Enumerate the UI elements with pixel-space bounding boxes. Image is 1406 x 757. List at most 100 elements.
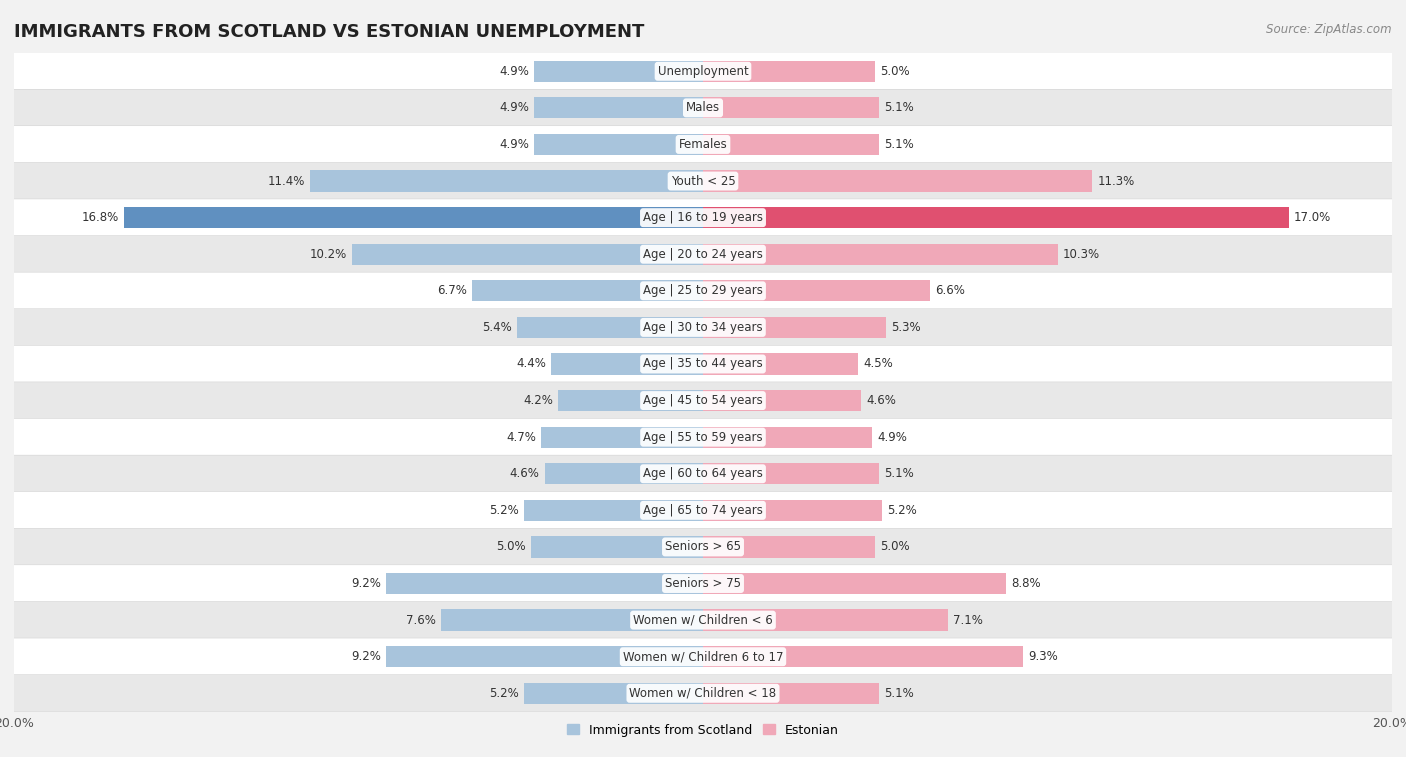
Text: 9.2%: 9.2% <box>352 650 381 663</box>
FancyBboxPatch shape <box>14 309 1392 346</box>
Bar <box>703 609 948 631</box>
Bar <box>387 573 703 594</box>
Bar <box>703 426 872 448</box>
Text: Youth < 25: Youth < 25 <box>671 175 735 188</box>
Text: 5.0%: 5.0% <box>880 65 910 78</box>
Bar <box>517 316 703 338</box>
Bar <box>703 61 875 82</box>
Text: 5.1%: 5.1% <box>884 467 914 480</box>
Bar <box>703 500 882 521</box>
FancyBboxPatch shape <box>14 528 1392 565</box>
FancyBboxPatch shape <box>14 565 1392 602</box>
Text: Women w/ Children < 6: Women w/ Children < 6 <box>633 614 773 627</box>
Text: Seniors > 65: Seniors > 65 <box>665 540 741 553</box>
Text: 4.9%: 4.9% <box>877 431 907 444</box>
Text: 9.3%: 9.3% <box>1029 650 1059 663</box>
Text: 4.7%: 4.7% <box>506 431 536 444</box>
Text: Age | 45 to 54 years: Age | 45 to 54 years <box>643 394 763 407</box>
Text: 6.6%: 6.6% <box>935 285 966 298</box>
Text: 17.0%: 17.0% <box>1294 211 1331 224</box>
FancyBboxPatch shape <box>14 602 1392 639</box>
FancyBboxPatch shape <box>14 235 1392 273</box>
Bar <box>524 683 703 704</box>
Text: Age | 65 to 74 years: Age | 65 to 74 years <box>643 504 763 517</box>
Text: 4.9%: 4.9% <box>499 101 529 114</box>
Bar <box>311 170 703 192</box>
Text: Age | 16 to 19 years: Age | 16 to 19 years <box>643 211 763 224</box>
Legend: Immigrants from Scotland, Estonian: Immigrants from Scotland, Estonian <box>562 718 844 742</box>
Bar <box>534 134 703 155</box>
FancyBboxPatch shape <box>14 382 1392 419</box>
FancyBboxPatch shape <box>14 674 1392 712</box>
Bar <box>703 97 879 119</box>
FancyBboxPatch shape <box>14 199 1392 236</box>
Text: Age | 60 to 64 years: Age | 60 to 64 years <box>643 467 763 480</box>
Text: Women w/ Children 6 to 17: Women w/ Children 6 to 17 <box>623 650 783 663</box>
Text: 9.2%: 9.2% <box>352 577 381 590</box>
Text: Males: Males <box>686 101 720 114</box>
Bar <box>352 244 703 265</box>
FancyBboxPatch shape <box>14 163 1392 200</box>
Text: Age | 20 to 24 years: Age | 20 to 24 years <box>643 248 763 260</box>
Bar <box>703 536 875 558</box>
Bar <box>534 61 703 82</box>
Bar <box>387 646 703 668</box>
Bar <box>703 134 879 155</box>
Text: 5.2%: 5.2% <box>489 504 519 517</box>
Text: 4.6%: 4.6% <box>866 394 897 407</box>
Text: 5.3%: 5.3% <box>891 321 921 334</box>
FancyBboxPatch shape <box>14 455 1392 492</box>
Text: 4.4%: 4.4% <box>516 357 547 370</box>
Text: 7.1%: 7.1% <box>953 614 983 627</box>
FancyBboxPatch shape <box>14 273 1392 310</box>
Text: 5.1%: 5.1% <box>884 101 914 114</box>
Bar <box>703 646 1024 668</box>
Text: 16.8%: 16.8% <box>82 211 120 224</box>
Bar <box>703 170 1092 192</box>
Text: 8.8%: 8.8% <box>1011 577 1040 590</box>
Text: Age | 35 to 44 years: Age | 35 to 44 years <box>643 357 763 370</box>
Text: 4.9%: 4.9% <box>499 138 529 151</box>
Text: 10.2%: 10.2% <box>309 248 346 260</box>
Text: IMMIGRANTS FROM SCOTLAND VS ESTONIAN UNEMPLOYMENT: IMMIGRANTS FROM SCOTLAND VS ESTONIAN UNE… <box>14 23 644 41</box>
Text: 5.1%: 5.1% <box>884 138 914 151</box>
Text: 6.7%: 6.7% <box>437 285 467 298</box>
Bar <box>703 244 1057 265</box>
Text: 11.3%: 11.3% <box>1098 175 1135 188</box>
Bar <box>441 609 703 631</box>
Bar <box>703 683 879 704</box>
Text: 11.4%: 11.4% <box>267 175 305 188</box>
Bar <box>703 280 931 301</box>
FancyBboxPatch shape <box>14 492 1392 529</box>
Bar <box>551 354 703 375</box>
Text: Source: ZipAtlas.com: Source: ZipAtlas.com <box>1267 23 1392 36</box>
Bar <box>472 280 703 301</box>
Text: 7.6%: 7.6% <box>406 614 436 627</box>
Text: 4.2%: 4.2% <box>523 394 553 407</box>
Text: 5.0%: 5.0% <box>496 540 526 553</box>
Bar <box>541 426 703 448</box>
Text: Age | 30 to 34 years: Age | 30 to 34 years <box>643 321 763 334</box>
Bar <box>703 463 879 484</box>
Bar <box>531 536 703 558</box>
Bar <box>558 390 703 411</box>
Bar <box>124 207 703 229</box>
Text: 5.4%: 5.4% <box>482 321 512 334</box>
Bar <box>544 463 703 484</box>
Text: 4.6%: 4.6% <box>509 467 540 480</box>
Bar <box>703 316 886 338</box>
Text: Females: Females <box>679 138 727 151</box>
Text: Seniors > 75: Seniors > 75 <box>665 577 741 590</box>
Text: Age | 25 to 29 years: Age | 25 to 29 years <box>643 285 763 298</box>
FancyBboxPatch shape <box>14 419 1392 456</box>
Bar <box>534 97 703 119</box>
Text: 4.5%: 4.5% <box>863 357 893 370</box>
Bar <box>703 207 1289 229</box>
Bar <box>703 354 858 375</box>
Bar <box>703 390 862 411</box>
Text: 5.0%: 5.0% <box>880 540 910 553</box>
FancyBboxPatch shape <box>14 53 1392 90</box>
Text: Unemployment: Unemployment <box>658 65 748 78</box>
FancyBboxPatch shape <box>14 638 1392 675</box>
Text: 10.3%: 10.3% <box>1063 248 1099 260</box>
